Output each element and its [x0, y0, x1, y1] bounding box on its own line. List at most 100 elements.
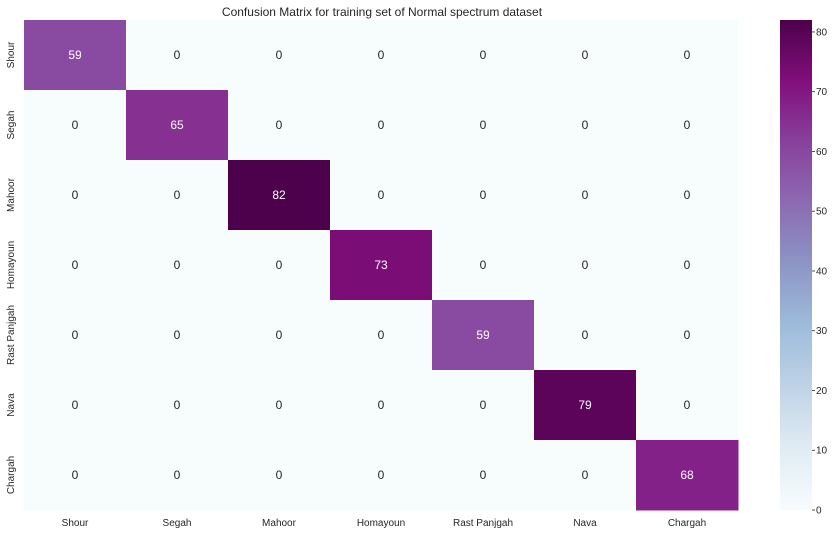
- heatmap-cell: [330, 160, 433, 231]
- heatmap-cell: [126, 370, 229, 441]
- cell-value-label: 0: [276, 48, 283, 62]
- heatmap-cell: [636, 90, 739, 161]
- cell-value-label: 0: [72, 258, 79, 272]
- colorbar-tick-label: 20: [816, 386, 828, 397]
- cell-value-label: 0: [72, 398, 79, 412]
- colorbar-tick-label: 10: [816, 446, 828, 457]
- y-tick-label: Nava: [6, 393, 17, 417]
- heatmap-cell: [636, 230, 739, 301]
- cell-value-label: 0: [480, 118, 487, 132]
- heatmap-cell: [228, 230, 331, 301]
- heatmap-cell: [432, 440, 535, 511]
- heatmap-cell: [24, 440, 127, 511]
- heatmap-cell: [126, 300, 229, 371]
- cell-value-label: 73: [374, 258, 388, 272]
- heatmap-cell: [228, 370, 331, 441]
- heatmap-cell: [24, 90, 127, 161]
- cell-value-label: 0: [276, 328, 283, 342]
- cell-value-label: 0: [684, 48, 691, 62]
- heatmap-cell: [228, 300, 331, 371]
- heatmap-cells: 59 0 0 0 0 0 0 0 65 0 0 0 0 0 0 0 82 0 0 0 0 0 0 0 73 0 0 0 0 0 0 0 59 0 0…: [24, 20, 739, 511]
- cell-value-label: 0: [174, 328, 181, 342]
- cell-value-label: 0: [480, 48, 487, 62]
- colorbar-tick-label: 70: [816, 87, 828, 98]
- cell-value-label: 0: [72, 188, 79, 202]
- heatmap-cell: [228, 160, 331, 231]
- heatmap-cell: [126, 90, 229, 161]
- heatmap-cell: [636, 20, 739, 91]
- colorbar-tick-label: 80: [816, 27, 828, 38]
- heatmap-cell: [432, 90, 535, 161]
- cell-value-label: 59: [68, 48, 82, 62]
- x-tick-label: Chargah: [668, 518, 706, 529]
- cell-value-label: 0: [276, 118, 283, 132]
- cell-value-label: 0: [582, 118, 589, 132]
- heatmap-cell: [330, 300, 433, 371]
- y-tick-label: Shour: [6, 41, 17, 68]
- cell-value-label: 0: [276, 468, 283, 482]
- heatmap-cell: [126, 230, 229, 301]
- cell-value-label: 0: [684, 118, 691, 132]
- cell-value-label: 0: [582, 328, 589, 342]
- heatmap-cell: [330, 20, 433, 91]
- heatmap-cell: [24, 160, 127, 231]
- heatmap-cell: [24, 230, 127, 301]
- cell-value-label: 0: [582, 468, 589, 482]
- x-tick-label: Nava: [573, 518, 597, 529]
- cell-value-label: 0: [480, 188, 487, 202]
- heatmap-cell: [24, 20, 127, 91]
- heatmap-cell: [228, 20, 331, 91]
- cell-value-label: 0: [582, 188, 589, 202]
- cell-value-label: 0: [174, 258, 181, 272]
- cell-value-label: 0: [174, 48, 181, 62]
- heatmap-cell: [534, 230, 637, 301]
- heatmap-cell: [330, 370, 433, 441]
- x-tick-label: Segah: [163, 518, 192, 529]
- cell-value-label: 0: [378, 188, 385, 202]
- colorbar-tick-label: 60: [816, 147, 828, 158]
- heatmap-cell: [432, 20, 535, 91]
- heatmap-cell: [534, 300, 637, 371]
- heatmap-cell: [636, 370, 739, 441]
- heatmap-cell: [636, 300, 739, 371]
- cell-value-label: 0: [72, 118, 79, 132]
- y-tick-label: Homayoun: [6, 241, 17, 289]
- colorbar-tick-label: 0: [816, 506, 822, 517]
- y-axis-ticks: Shour Segah Mahoor Homayoun Rast Panjgah Nava…: [6, 41, 17, 494]
- colorbar: [780, 20, 812, 510]
- heatmap-cell: [432, 300, 535, 371]
- cell-value-label: 0: [480, 258, 487, 272]
- y-tick-label: Segah: [6, 111, 17, 140]
- heatmap-cell: [228, 90, 331, 161]
- heatmap-cell: [126, 440, 229, 511]
- cell-value-label: 59: [476, 328, 490, 342]
- x-tick-label: Mahoor: [262, 518, 297, 529]
- cell-value-label: 0: [378, 328, 385, 342]
- cell-value-label: 0: [378, 468, 385, 482]
- heatmap-cell: [228, 440, 331, 511]
- cell-value-label: 0: [378, 48, 385, 62]
- cell-value-label: 0: [72, 468, 79, 482]
- heatmap-cell: [330, 230, 433, 301]
- cell-value-label: 0: [480, 468, 487, 482]
- cell-value-label: 0: [684, 398, 691, 412]
- heatmap-cell: [534, 440, 637, 511]
- y-tick-label: Chargah: [6, 456, 17, 494]
- x-tick-label: Shour: [62, 518, 89, 529]
- colorbar-tick-label: 40: [816, 266, 828, 277]
- heatmap-cell: [24, 370, 127, 441]
- cell-value-label: 0: [480, 398, 487, 412]
- x-tick-label: Homayoun: [357, 518, 405, 529]
- cell-value-label: 0: [174, 188, 181, 202]
- cell-value-label: 0: [378, 398, 385, 412]
- y-tick-label: Mahoor: [6, 177, 17, 212]
- cell-value-label: 0: [684, 258, 691, 272]
- heatmap-cell: [24, 300, 127, 371]
- cell-value-label: 0: [582, 258, 589, 272]
- heatmap-cell: [126, 160, 229, 231]
- heatmap-cell: [636, 160, 739, 231]
- cell-value-label: 79: [578, 398, 592, 412]
- cell-value-label: 82: [272, 188, 286, 202]
- cell-value-label: 65: [170, 118, 184, 132]
